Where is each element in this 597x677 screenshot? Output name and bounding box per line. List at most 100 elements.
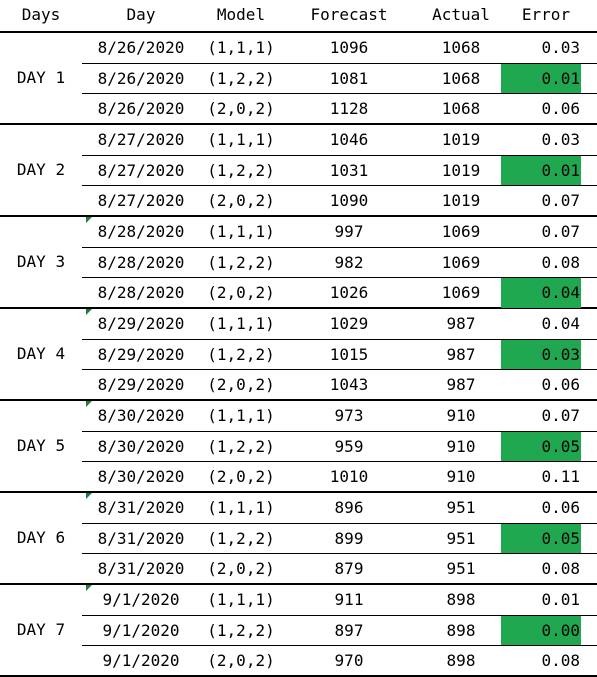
actual-cell: 898 bbox=[446, 621, 476, 640]
forecast-cell: 1096 bbox=[329, 38, 369, 57]
model-cell: (2,0,2) bbox=[207, 283, 275, 302]
error-cell: 0.07 bbox=[541, 406, 580, 425]
table-row: 8/30/2020 (2,0,2) 1010 910 0.11 bbox=[82, 461, 597, 491]
day-group: DAY 3 8/28/2020 (1,1,1) 997 1069 0.07 8/28/202… bbox=[0, 217, 597, 309]
actual-cell: 987 bbox=[446, 345, 476, 364]
model-cell: (2,0,2) bbox=[207, 467, 275, 486]
table-row: 8/31/2020 (1,1,1) 896 951 0.06 bbox=[82, 493, 597, 523]
date-cell: 8/29/2020 bbox=[97, 314, 185, 333]
date-cell: 8/28/2020 bbox=[97, 253, 185, 272]
best-error-highlight bbox=[501, 524, 581, 554]
actual-cell: 951 bbox=[446, 529, 476, 548]
forecast-cell: 973 bbox=[334, 406, 364, 425]
date-cell: 8/26/2020 bbox=[97, 69, 185, 88]
model-cell: (2,0,2) bbox=[207, 559, 275, 578]
best-error-highlight bbox=[501, 432, 581, 462]
table-row: 8/28/2020 (2,0,2) 1026 1069 0.04 bbox=[82, 277, 597, 308]
actual-cell: 1069 bbox=[441, 222, 481, 241]
date-cell: 8/31/2020 bbox=[97, 559, 185, 578]
forecast-cell: 1031 bbox=[329, 161, 369, 180]
table-row: 9/1/2020 (1,2,2) 897 898 0.00 bbox=[82, 615, 597, 646]
table-row: 8/31/2020 (2,0,2) 879 951 0.08 bbox=[82, 553, 597, 583]
model-cell: (1,1,1) bbox=[207, 130, 275, 149]
date-cell: 9/1/2020 bbox=[102, 651, 180, 670]
date-cell: 8/28/2020 bbox=[97, 222, 185, 241]
date-cell: 8/31/2020 bbox=[97, 529, 185, 548]
table-row: 8/26/2020 (1,2,2) 1081 1068 0.01 bbox=[82, 63, 597, 94]
error-cell: 0.07 bbox=[541, 191, 580, 210]
error-cell: 0.03 bbox=[541, 130, 580, 149]
date-cell: 8/28/2020 bbox=[97, 283, 185, 302]
actual-cell: 1069 bbox=[441, 283, 481, 302]
day-group: DAY 2 8/27/2020 (1,1,1) 1046 1019 0.03 8/27/20… bbox=[0, 125, 597, 217]
header-days: Days bbox=[21, 5, 61, 24]
actual-cell: 987 bbox=[446, 375, 476, 394]
error-cell: 0.08 bbox=[541, 253, 580, 272]
model-cell: (1,1,1) bbox=[207, 406, 275, 425]
day-label: DAY 1 bbox=[16, 68, 66, 87]
forecast-cell: 1015 bbox=[329, 345, 369, 364]
header-error: Error bbox=[521, 5, 571, 24]
table-row: 8/27/2020 (1,1,1) 1046 1019 0.03 bbox=[82, 125, 597, 155]
table-header: Days Day Model Forecast Actual Error bbox=[0, 0, 597, 33]
actual-cell: 898 bbox=[446, 590, 476, 609]
day-label: DAY 5 bbox=[16, 436, 66, 455]
best-error-highlight bbox=[501, 616, 581, 646]
actual-cell: 1019 bbox=[441, 191, 481, 210]
model-cell: (1,1,1) bbox=[207, 498, 275, 517]
table-row: 8/29/2020 (1,2,2) 1015 987 0.03 bbox=[82, 339, 597, 370]
error-cell: 0.04 bbox=[541, 283, 580, 302]
table-row: 8/28/2020 (1,2,2) 982 1069 0.08 bbox=[82, 247, 597, 277]
table-row: 8/29/2020 (2,0,2) 1043 987 0.06 bbox=[82, 369, 597, 399]
model-cell: (1,1,1) bbox=[207, 314, 275, 333]
table-row: 8/28/2020 (1,1,1) 997 1069 0.07 bbox=[82, 217, 597, 247]
forecast-cell: 896 bbox=[334, 498, 364, 517]
actual-cell: 910 bbox=[446, 406, 476, 425]
comment-marker-icon bbox=[86, 401, 92, 407]
forecast-cell: 1043 bbox=[329, 375, 369, 394]
model-cell: (2,0,2) bbox=[207, 191, 275, 210]
error-cell: 0.01 bbox=[541, 590, 580, 609]
actual-cell: 898 bbox=[446, 651, 476, 670]
table-body: DAY 1 8/26/2020 (1,1,1) 1096 1068 0.03 8/26/20… bbox=[0, 33, 597, 677]
table-row: 8/27/2020 (2,0,2) 1090 1019 0.07 bbox=[82, 185, 597, 215]
table-row: 8/29/2020 (1,1,1) 1029 987 0.04 bbox=[82, 309, 597, 339]
table-row: 9/1/2020 (2,0,2) 970 898 0.08 bbox=[82, 645, 597, 675]
table-row: 8/27/2020 (1,2,2) 1031 1019 0.01 bbox=[82, 155, 597, 186]
date-cell: 8/26/2020 bbox=[97, 38, 185, 57]
date-cell: 8/30/2020 bbox=[97, 467, 185, 486]
day-group: DAY 1 8/26/2020 (1,1,1) 1096 1068 0.03 8/26/20… bbox=[0, 33, 597, 125]
comment-marker-icon bbox=[86, 309, 92, 315]
table-row: 9/1/2020 (1,1,1) 911 898 0.01 bbox=[82, 585, 597, 615]
model-cell: (2,0,2) bbox=[207, 375, 275, 394]
date-cell: 8/27/2020 bbox=[97, 130, 185, 149]
error-cell: 0.06 bbox=[541, 99, 580, 118]
actual-cell: 1069 bbox=[441, 253, 481, 272]
date-cell: 9/1/2020 bbox=[102, 621, 180, 640]
header-model: Model bbox=[216, 5, 266, 24]
table-row: 8/30/2020 (1,2,2) 959 910 0.05 bbox=[82, 431, 597, 462]
forecast-cell: 959 bbox=[334, 437, 364, 456]
best-error-highlight bbox=[501, 340, 581, 370]
model-cell: (1,1,1) bbox=[207, 38, 275, 57]
model-cell: (1,2,2) bbox=[207, 621, 275, 640]
day-label: DAY 6 bbox=[16, 528, 66, 547]
error-cell: 0.08 bbox=[541, 651, 580, 670]
forecast-cell: 997 bbox=[334, 222, 364, 241]
model-cell: (1,2,2) bbox=[207, 345, 275, 364]
header-actual: Actual bbox=[432, 5, 490, 24]
error-cell: 0.01 bbox=[541, 69, 580, 88]
actual-cell: 951 bbox=[446, 559, 476, 578]
date-cell: 8/30/2020 bbox=[97, 406, 185, 425]
error-cell: 0.05 bbox=[541, 437, 580, 456]
day-group: DAY 4 8/29/2020 (1,1,1) 1029 987 0.04 8/29/202… bbox=[0, 309, 597, 401]
header-forecast: Forecast bbox=[310, 5, 388, 24]
header-day: Day bbox=[126, 5, 156, 24]
error-cell: 0.03 bbox=[541, 38, 580, 57]
table-row: 8/31/2020 (1,2,2) 899 951 0.05 bbox=[82, 523, 597, 554]
forecast-cell: 1128 bbox=[329, 99, 369, 118]
table-row: 8/26/2020 (2,0,2) 1128 1068 0.06 bbox=[82, 93, 597, 123]
actual-cell: 1068 bbox=[441, 69, 481, 88]
error-cell: 0.08 bbox=[541, 559, 580, 578]
forecast-cell: 1046 bbox=[329, 130, 369, 149]
